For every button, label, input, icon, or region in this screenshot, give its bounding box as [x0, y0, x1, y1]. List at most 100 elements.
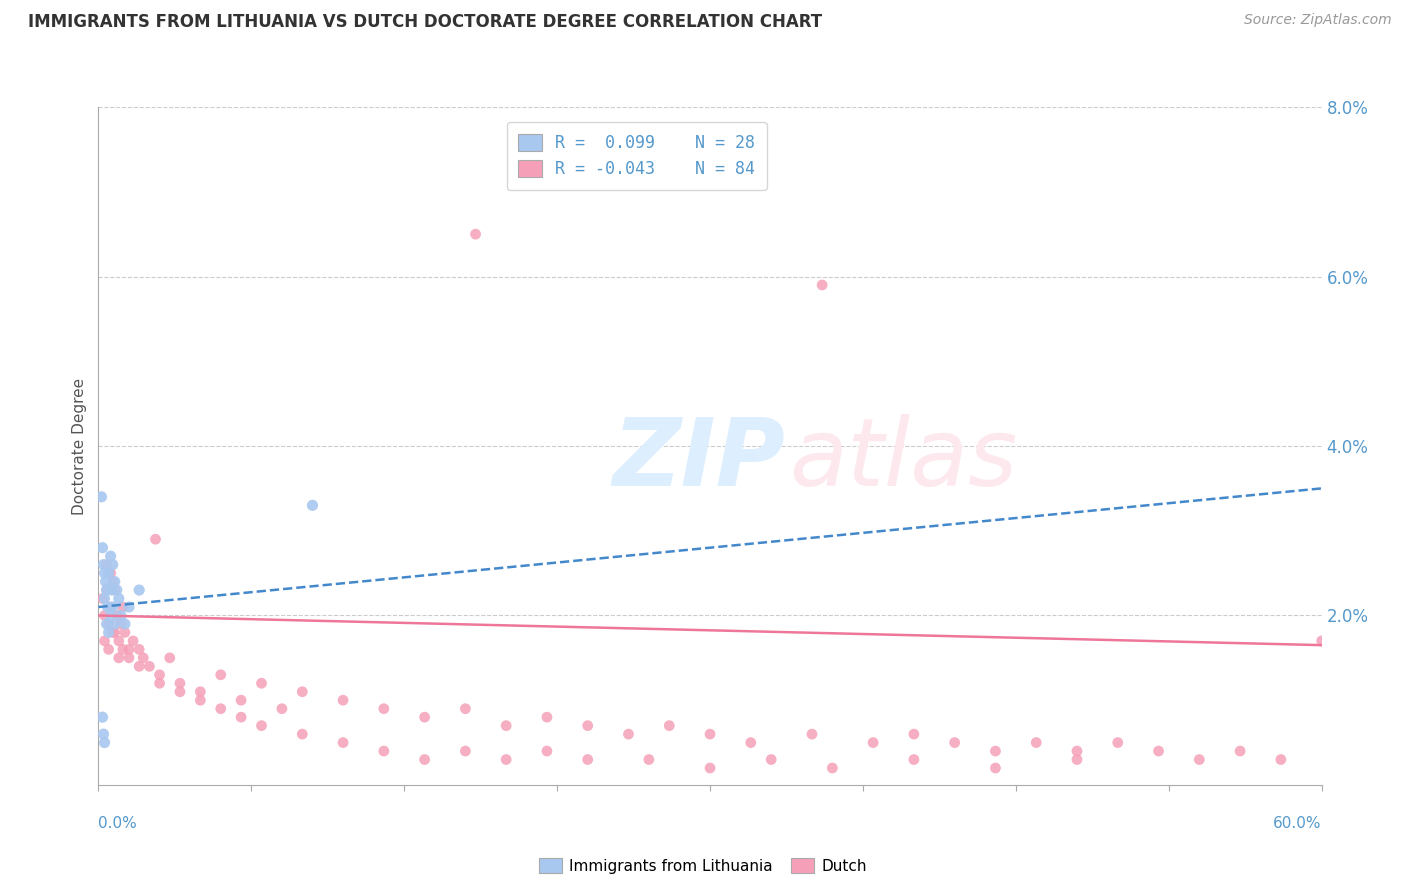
Point: [100, 599, 122, 614]
Point: [231, 693, 253, 707]
Point: [118, 642, 141, 657]
Point: [740, 735, 762, 749]
Point: [159, 651, 181, 665]
Point: [1025, 735, 1047, 749]
Point: [617, 727, 640, 741]
Point: [1147, 744, 1170, 758]
Point: [1270, 753, 1292, 767]
Point: [96, 558, 118, 572]
Point: [100, 608, 122, 623]
Point: [373, 744, 395, 758]
Point: [110, 617, 132, 632]
Point: [93, 591, 115, 606]
Point: [984, 744, 1007, 758]
Point: [108, 651, 131, 665]
Point: [250, 719, 273, 733]
Legend: Immigrants from Lithuania, Dutch: Immigrants from Lithuania, Dutch: [533, 852, 873, 880]
Point: [101, 574, 124, 589]
Point: [91, 541, 114, 555]
Point: [332, 693, 354, 707]
Point: [209, 701, 232, 715]
Point: [1107, 735, 1129, 749]
Point: [1310, 633, 1333, 648]
Point: [464, 227, 486, 241]
Point: [373, 701, 395, 715]
Point: [759, 753, 782, 767]
Point: [188, 693, 212, 707]
Point: [96, 583, 118, 598]
Point: [110, 608, 132, 623]
Text: atlas: atlas: [790, 414, 1018, 505]
Point: [104, 574, 127, 589]
Point: [699, 727, 721, 741]
Point: [93, 608, 115, 623]
Text: Source: ZipAtlas.com: Source: ZipAtlas.com: [1244, 13, 1392, 28]
Point: [862, 735, 884, 749]
Point: [96, 617, 118, 632]
Point: [93, 727, 115, 741]
Point: [943, 735, 966, 749]
Point: [128, 583, 150, 598]
Point: [104, 625, 127, 640]
Point: [454, 701, 477, 715]
Point: [91, 710, 114, 724]
Point: [576, 753, 599, 767]
Text: 60.0%: 60.0%: [1274, 816, 1322, 831]
Point: [100, 566, 122, 580]
Point: [638, 753, 661, 767]
Point: [108, 633, 131, 648]
Point: [138, 659, 160, 673]
Point: [301, 498, 323, 512]
Point: [169, 685, 191, 699]
Point: [100, 549, 122, 564]
Y-axis label: Doctorate Degree: Doctorate Degree: [72, 377, 87, 515]
Point: [413, 753, 436, 767]
Point: [413, 710, 436, 724]
Point: [128, 642, 150, 657]
Point: [93, 735, 115, 749]
Point: [291, 727, 314, 741]
Point: [94, 574, 117, 589]
Point: [105, 608, 128, 623]
Point: [118, 599, 141, 614]
Point: [811, 277, 834, 292]
Point: [169, 676, 191, 690]
Point: [536, 744, 558, 758]
Point: [93, 566, 115, 580]
Text: ZIP: ZIP: [612, 414, 785, 506]
Point: [658, 719, 681, 733]
Point: [332, 735, 354, 749]
Point: [1229, 744, 1251, 758]
Point: [105, 583, 128, 598]
Point: [90, 490, 112, 504]
Point: [145, 532, 167, 546]
Point: [104, 617, 127, 632]
Point: [114, 617, 136, 632]
Point: [114, 625, 136, 640]
Point: [128, 659, 150, 673]
Point: [132, 651, 155, 665]
Point: [1188, 753, 1211, 767]
Point: [536, 710, 558, 724]
Text: IMMIGRANTS FROM LITHUANIA VS DUTCH DOCTORATE DEGREE CORRELATION CHART: IMMIGRANTS FROM LITHUANIA VS DUTCH DOCTO…: [28, 13, 823, 31]
Point: [97, 566, 120, 580]
Point: [699, 761, 721, 775]
Point: [495, 719, 517, 733]
Point: [291, 685, 314, 699]
Point: [93, 633, 115, 648]
Point: [454, 744, 477, 758]
Text: 0.0%: 0.0%: [98, 816, 138, 831]
Legend: R =  0.099    N = 28, R = -0.043    N = 84: R = 0.099 N = 28, R = -0.043 N = 84: [506, 122, 766, 190]
Point: [1066, 753, 1088, 767]
Point: [495, 753, 517, 767]
Point: [97, 617, 120, 632]
Point: [270, 701, 294, 715]
Point: [118, 651, 141, 665]
Point: [250, 676, 273, 690]
Point: [97, 642, 120, 657]
Point: [821, 761, 844, 775]
Point: [97, 599, 120, 614]
Point: [111, 599, 134, 614]
Point: [801, 727, 824, 741]
Point: [101, 599, 124, 614]
